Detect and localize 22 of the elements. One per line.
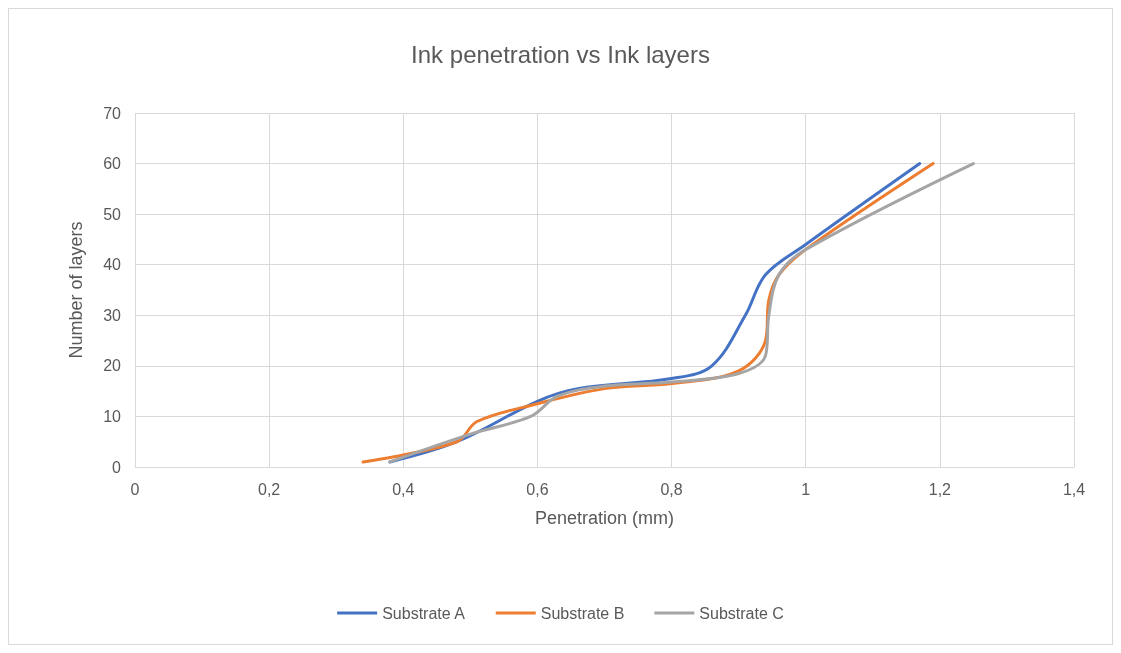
- chart-title: Ink penetration vs Ink layers: [411, 40, 710, 68]
- legend-label: Substrate B: [540, 604, 625, 622]
- x-axis-title: Penetration (mm): [534, 508, 675, 528]
- x-tick-label: 1,2: [928, 480, 952, 498]
- y-tick-label: 10: [103, 407, 122, 425]
- y-tick-label: 70: [103, 104, 122, 122]
- legend-label: Substrate C: [699, 604, 784, 622]
- x-tick-label: 1,4: [1062, 480, 1086, 498]
- y-tick-label: 30: [103, 306, 122, 324]
- x-tick-label: 0,8: [660, 480, 683, 498]
- y-tick-label: 0: [112, 458, 122, 476]
- y-tick-label: 50: [103, 205, 122, 223]
- x-tick-label: 0,6: [526, 480, 549, 498]
- y-axis-title: Number of layers: [66, 221, 86, 359]
- x-tick-label: 0: [130, 480, 140, 498]
- y-tick-label: 40: [103, 256, 122, 274]
- x-tick-label: 0,2: [258, 480, 281, 498]
- y-tick-label: 60: [103, 155, 122, 173]
- x-tick-label: 1: [801, 480, 811, 498]
- y-tick-label: 20: [103, 357, 122, 375]
- legend-label: Substrate A: [382, 604, 466, 622]
- x-tick-label: 0,4: [392, 480, 415, 498]
